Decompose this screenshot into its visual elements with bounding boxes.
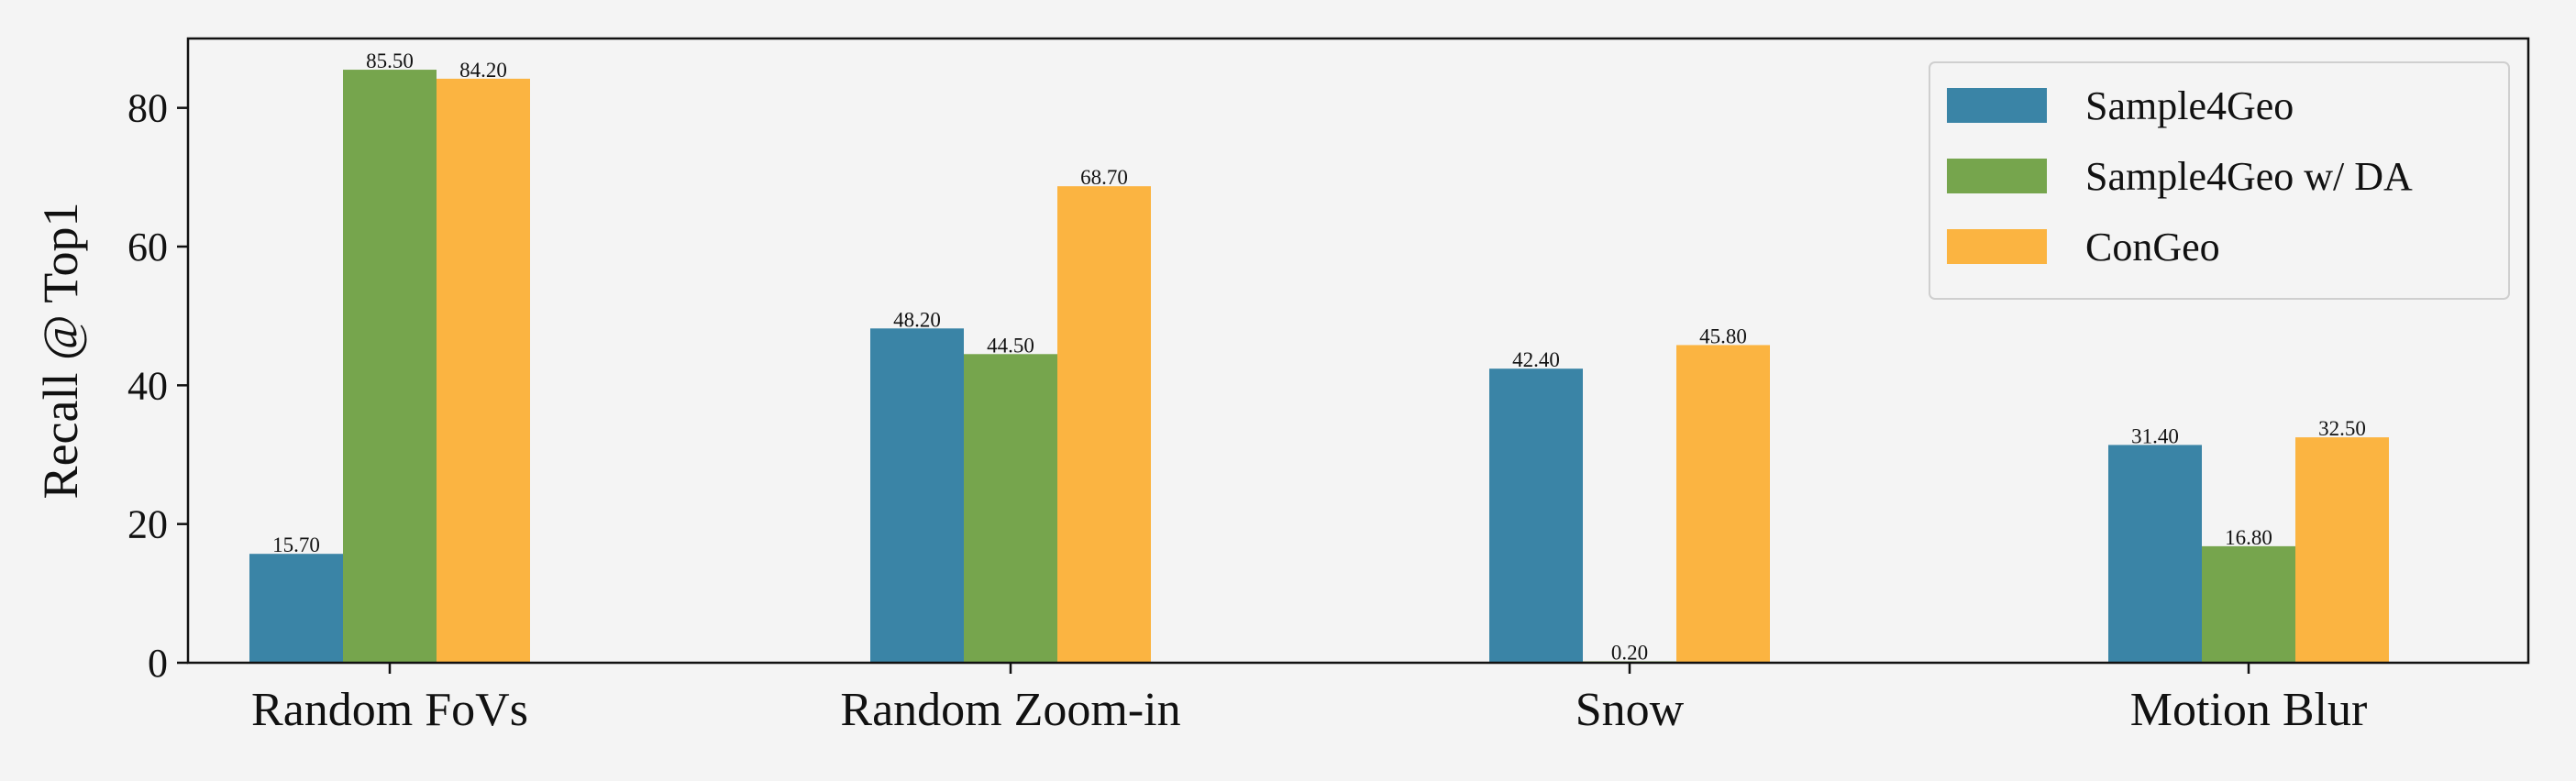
y-tick-label: 20 — [127, 502, 168, 547]
bar-sample4geo-1 — [870, 328, 964, 663]
bar-congeo-3 — [2295, 437, 2389, 663]
x-tick-label: Random FoVs — [251, 684, 528, 736]
y-tick-label: 40 — [127, 363, 168, 408]
bar-sample4geo-3 — [2108, 445, 2202, 663]
data-labels-layer: 15.70 48.20 42.40 31.40 85.50 44.50 0.20 16.80 8… — [272, 50, 2366, 664]
legend-swatch — [1947, 159, 2047, 193]
y-axis-title: Recall @ Top1 — [33, 203, 88, 500]
legend-label: Sample4Geo — [2085, 83, 2294, 128]
legend: Sample4Geo Sample4Geo w/ DA ConGeo — [1929, 61, 2510, 300]
bar-sample4geo-0 — [249, 554, 343, 663]
legend-label: ConGeo — [2085, 225, 2220, 270]
legend-swatch — [1947, 229, 2047, 264]
legend-label: Sample4Geo w/ DA — [2085, 154, 2413, 199]
bar-congeo-2 — [1676, 345, 1770, 663]
data-label: 44.50 — [987, 334, 1034, 357]
data-label: 42.40 — [1512, 348, 1560, 371]
bar-sample4geo-w-da-3 — [2202, 545, 2295, 663]
legend-box — [1929, 61, 2510, 300]
data-label: 15.70 — [272, 534, 320, 556]
data-label: 16.80 — [2225, 526, 2272, 549]
plot-frame — [186, 37, 2530, 665]
data-label: 31.40 — [2131, 424, 2179, 447]
y-tick-label: 80 — [127, 86, 168, 131]
bar-sample4geo-w-da-1 — [964, 354, 1057, 663]
x-tick-label: Random Zoom-in — [840, 684, 1180, 736]
x-tick-label: Motion Blur — [2130, 684, 2368, 736]
bars-layer — [249, 70, 2389, 664]
data-label: 84.20 — [459, 59, 507, 82]
bar-sample4geo-2 — [1489, 368, 1583, 663]
data-label: 68.70 — [1080, 166, 1128, 189]
data-label: 48.20 — [893, 308, 941, 331]
bar-sample4geo-w-da-0 — [343, 70, 437, 664]
data-label: 32.50 — [2318, 417, 2366, 440]
y-tick-label: 60 — [127, 225, 168, 270]
legend-swatch — [1947, 88, 2047, 123]
bar-congeo-0 — [437, 78, 530, 664]
x-tick-label: Snow — [1575, 684, 1685, 736]
data-label: 45.80 — [1699, 324, 1747, 347]
axes-layer: 0 20 40 60 80 Random FoVs Random Zoom-in Snow Mo… — [127, 37, 2530, 736]
data-label: 85.50 — [366, 50, 414, 72]
data-label: 0.20 — [1611, 641, 1648, 664]
bar-congeo-1 — [1057, 186, 1151, 664]
y-tick-label: 0 — [148, 641, 168, 686]
